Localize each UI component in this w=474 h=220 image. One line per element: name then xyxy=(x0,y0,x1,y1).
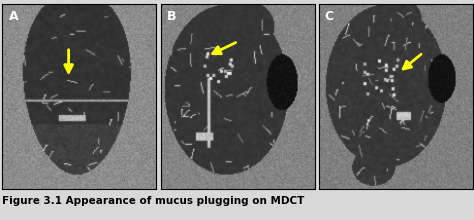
Text: B: B xyxy=(167,10,177,23)
Text: Figure 3.1 Appearance of mucus plugging on MDCT: Figure 3.1 Appearance of mucus plugging … xyxy=(2,196,305,206)
Text: A: A xyxy=(9,10,18,23)
Text: C: C xyxy=(325,10,334,23)
